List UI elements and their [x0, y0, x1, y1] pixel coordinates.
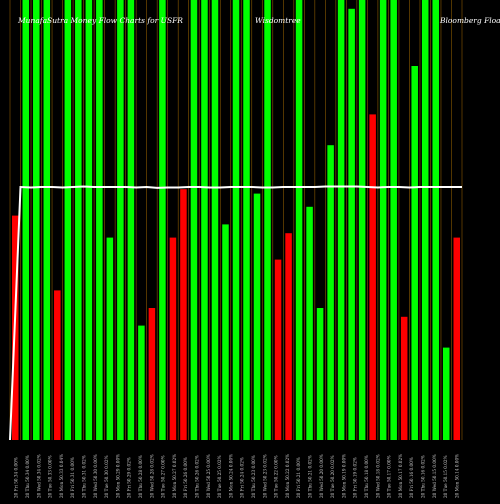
header-right-title: Bloomberg Floati — [439, 16, 500, 25]
x-tick-label: 20 Thu 50.28 0.00% — [138, 455, 143, 498]
x-tick-label: 20 Fri 50.34 0.00% — [14, 457, 19, 498]
price-line — [9, 185, 462, 441]
x-tick-labels: 20 Fri 50.34 0.00% 20 Thu 50.34 0.00% 20 W… — [14, 454, 460, 498]
money-flow-bar-19 — [201, 0, 208, 440]
x-tick-label: 20 Thu 50.31 0.02% — [81, 455, 86, 498]
money-flow-bar-16 — [169, 237, 177, 440]
x-tick-label: 20 Mon 50.14 0.00% — [454, 454, 459, 498]
x-tick-label: 20 Wed 50.34 0.02% — [36, 454, 41, 498]
money-flow-bar-12 — [127, 0, 135, 440]
x-tick-label: 20 Wed 50.18 0.02% — [375, 454, 380, 498]
x-tick-label: 20 Thu 50.16 0.02% — [420, 455, 425, 498]
x-tick-label: 20 Tue 50.30 0.02% — [104, 455, 109, 498]
money-flow-bar-3 — [33, 0, 40, 440]
x-tick-label: 20 Wed 50.30 0.00% — [93, 454, 98, 498]
money-flow-bar-6 — [64, 0, 72, 440]
money-flow-bar-35 — [369, 114, 376, 441]
money-flow-bar-33 — [348, 8, 355, 441]
money-flow-bar-7 — [75, 0, 82, 440]
money-flow-bar-42 — [442, 347, 450, 440]
money-flow-bar-41 — [432, 0, 439, 440]
x-tick-label: 20 Wed 50.23 0.02% — [262, 454, 267, 498]
money-flow-bar-15 — [159, 0, 166, 440]
x-tick-label: 20 Tue 50.25 0.02% — [217, 455, 222, 498]
x-tick-label: 20 Tue 50.33 0.00% — [48, 455, 53, 498]
x-tick-label: 20 Thu 50.34 0.00% — [25, 455, 30, 498]
money-flow-bar-20 — [211, 0, 219, 440]
money-flow-bar-28 — [295, 0, 303, 440]
money-flow-bar-40 — [421, 0, 429, 440]
x-tick-label: 20 Thu 50.23 0.00% — [251, 455, 256, 498]
x-tick-label: 20 Tue 50.22 0.00% — [274, 455, 279, 498]
x-tick-label: 20 Wed 50.20 0.00% — [319, 454, 324, 498]
x-tick-label: 20 Fri 50.16 0.00% — [409, 457, 414, 498]
x-tick-label: 20 Fri 50.21 0.00% — [296, 457, 301, 498]
money-flow-bar-22 — [232, 0, 240, 440]
money-flow-bar-23 — [243, 0, 250, 440]
money-flow-bar-38 — [400, 316, 408, 440]
x-tick-label: 20 Fri 50.19 0.02% — [353, 457, 358, 498]
x-tick-label: 20 Wed 50.28 0.02% — [149, 454, 154, 498]
price-line-group — [9, 185, 462, 441]
money-flow-bar-2 — [22, 0, 30, 440]
money-flow-bar-37 — [390, 0, 397, 440]
money-flow-bar-18 — [190, 0, 198, 440]
x-tick-label: 20 Wed 50.15 0.00% — [432, 454, 437, 498]
x-tick-label: 20 Fri 50.31 0.00% — [70, 457, 75, 498]
money-flow-bar-9 — [96, 0, 103, 440]
money-flow-bar-31 — [327, 145, 334, 440]
money-flow-bar-30 — [316, 308, 324, 440]
header-left-title: MunafaSutra Money Flow Charts for USFR — [17, 16, 183, 25]
x-tick-label: 20 Tue 50.17 0.00% — [387, 455, 392, 498]
money-flow-bar-10 — [106, 237, 114, 440]
x-tick-label: 20 Wed 50.25 0.00% — [206, 454, 211, 498]
x-tick-label: 20 Tue 50.15 0.02% — [443, 455, 448, 498]
money-flow-bar-5 — [54, 290, 61, 440]
money-flow-bar-14 — [148, 308, 156, 440]
money-flow-bar-43 — [453, 237, 461, 440]
x-tick-label: 20 Fri 50.29 0.02% — [127, 457, 132, 498]
x-tick-label: 20 Mon 50.22 0.02% — [285, 454, 290, 498]
money-flow-bar-26 — [274, 259, 282, 440]
bar-dividers — [9, 0, 463, 440]
money-flow-bar-27 — [285, 233, 292, 440]
money-flow-bar-36 — [379, 0, 387, 440]
money-flow-bar-24 — [253, 193, 261, 440]
x-tick-label: 20 Thu 50.21 0.02% — [307, 455, 312, 498]
x-tick-label: 20 Mon 50.33 0.04% — [59, 454, 64, 498]
x-tick-label: 20 Thu 50.26 0.02% — [194, 455, 199, 498]
money-flow-bar-13 — [138, 325, 145, 440]
x-tick-label: 20 Fri 50.24 0.02% — [240, 457, 245, 498]
x-tick-label: 20 Mon 50.17 0.02% — [398, 454, 403, 498]
x-tick-label: 20 Tue 50.20 0.02% — [330, 455, 335, 498]
money-flow-bar-25 — [264, 0, 271, 440]
money-flow-bar-4 — [43, 0, 51, 440]
money-flow-bar-11 — [117, 0, 124, 440]
header-middle-title: Wisdomtree — [255, 16, 301, 25]
x-tick-label: 20 Tue 50.27 0.00% — [161, 455, 166, 498]
x-tick-label: 20 Thu 50.18 0.00% — [364, 455, 369, 498]
x-tick-label: 20 Mon 50.27 0.02% — [172, 454, 177, 498]
money-flow-bar-39 — [411, 66, 418, 440]
x-tick-label: 20 Mon 50.19 0.00% — [341, 454, 346, 498]
money-flow-bar-29 — [306, 206, 313, 440]
money-flow-bar-21 — [222, 224, 229, 440]
x-tick-label: 20 Mon 50.29 0.00% — [115, 454, 120, 498]
bars-group — [12, 0, 461, 441]
money-flow-bar-17 — [180, 189, 187, 440]
money-flow-bar-34 — [358, 0, 366, 440]
x-tick-label: 20 Fri 50.26 0.00% — [183, 457, 188, 498]
money-flow-bar-32 — [337, 0, 345, 440]
x-tick-label: 20 Mon 50.24 0.00% — [228, 454, 233, 498]
money-flow-bar-8 — [85, 0, 93, 440]
